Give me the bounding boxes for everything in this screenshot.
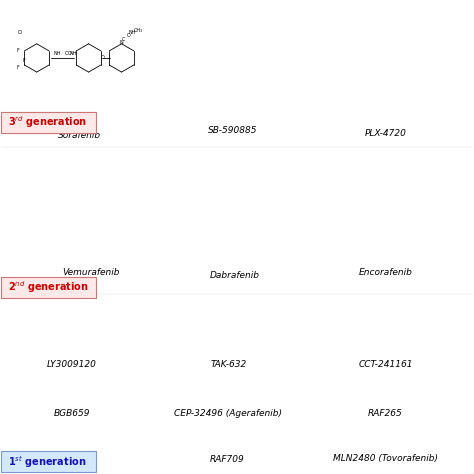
Text: NH: NH <box>128 29 136 35</box>
Text: NH: NH <box>69 51 77 56</box>
FancyBboxPatch shape <box>1 451 96 472</box>
Text: SB-590885: SB-590885 <box>208 126 257 135</box>
Text: BGB659: BGB659 <box>54 409 91 418</box>
Text: C: C <box>122 36 126 42</box>
Text: CEP-32496 (Agerafenib): CEP-32496 (Agerafenib) <box>173 409 282 418</box>
Text: TAK-632: TAK-632 <box>211 359 247 368</box>
Text: LY3009120: LY3009120 <box>47 359 97 368</box>
Text: CH₃: CH₃ <box>134 28 143 33</box>
Text: Cl: Cl <box>18 29 23 35</box>
Text: O: O <box>68 51 72 56</box>
Text: 1$^{st}$ generation: 1$^{st}$ generation <box>9 454 87 470</box>
Text: MLN2480 (Tovorafenib): MLN2480 (Tovorafenib) <box>333 454 438 463</box>
Text: F: F <box>23 58 26 63</box>
Text: PLX-4720: PLX-4720 <box>365 128 406 137</box>
Text: F: F <box>17 48 19 54</box>
Text: Dabrafenib: Dabrafenib <box>210 271 260 280</box>
Text: O: O <box>127 33 130 38</box>
Text: 2$^{nd}$ generation: 2$^{nd}$ generation <box>9 280 89 295</box>
Text: Sorafenib: Sorafenib <box>57 131 100 140</box>
Text: CCT-241161: CCT-241161 <box>358 359 413 368</box>
Text: N: N <box>119 40 123 46</box>
Text: NH: NH <box>53 51 61 56</box>
FancyBboxPatch shape <box>1 277 96 298</box>
Text: C: C <box>65 51 68 56</box>
Text: PLX8394: PLX8394 <box>52 454 92 463</box>
Text: 3$^{rd}$ generation: 3$^{rd}$ generation <box>9 115 88 130</box>
Text: RAF265: RAF265 <box>368 409 403 418</box>
Text: Encorafenib: Encorafenib <box>358 268 412 277</box>
Text: Vemurafenib: Vemurafenib <box>62 268 119 277</box>
Text: O: O <box>101 55 105 61</box>
Text: F: F <box>17 65 19 70</box>
Text: RAF709: RAF709 <box>210 455 245 464</box>
FancyBboxPatch shape <box>1 112 96 133</box>
